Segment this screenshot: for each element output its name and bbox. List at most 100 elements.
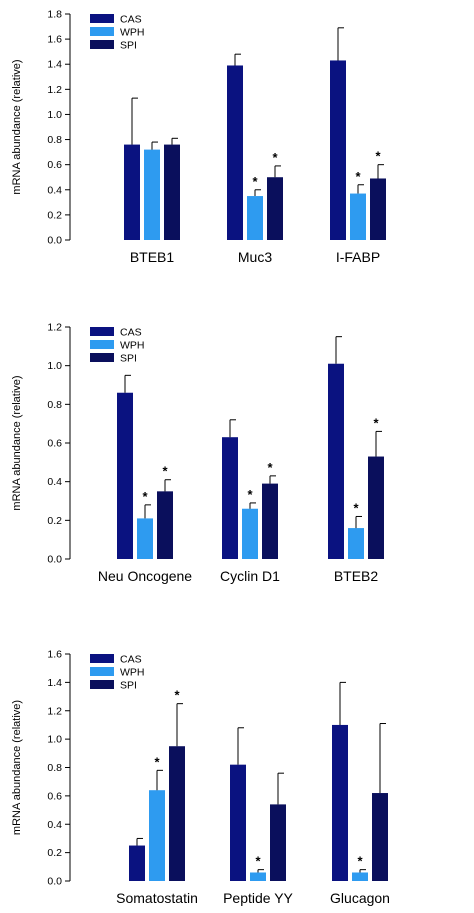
y-tick-label: 0.0 xyxy=(47,235,62,247)
y-axis-label: mRNA abundance (relative) xyxy=(11,375,23,510)
y-tick-label: 1.6 xyxy=(47,649,62,661)
bar-spi xyxy=(368,456,384,559)
y-tick-label: 0.8 xyxy=(47,134,62,146)
y-tick-label: 0.4 xyxy=(47,476,62,488)
bar-spi xyxy=(164,144,180,240)
bar-cas xyxy=(227,65,243,240)
significance-star: * xyxy=(154,754,160,769)
y-tick-label: 0.2 xyxy=(47,515,62,527)
bar-spi xyxy=(372,793,388,881)
legend-swatch-cas xyxy=(90,14,114,23)
legend-label: CAS xyxy=(120,14,142,26)
x-category-label: Neu Oncogene xyxy=(98,568,192,584)
y-tick-label: 0.2 xyxy=(47,847,62,859)
bar-cas xyxy=(230,764,246,881)
legend-label: SPI xyxy=(120,353,137,365)
bar-spi xyxy=(157,491,173,559)
bar-cas xyxy=(332,724,348,881)
bar-wph xyxy=(242,508,258,559)
x-category-label: I-FABP xyxy=(336,249,380,265)
legend-label: SPI xyxy=(120,40,137,52)
significance-star: * xyxy=(353,500,359,515)
bar-wph xyxy=(247,196,263,240)
y-tick-label: 0.8 xyxy=(47,399,62,411)
y-tick-label: 0.6 xyxy=(47,790,62,802)
y-tick-label: 0.0 xyxy=(47,876,62,888)
y-tick-label: 0.6 xyxy=(47,438,62,450)
bar-cas xyxy=(222,437,238,559)
significance-star: * xyxy=(255,854,261,869)
bar-wph xyxy=(137,518,153,559)
y-tick-label: 0.2 xyxy=(47,209,62,221)
bar-cas xyxy=(330,60,346,241)
legend-label: CAS xyxy=(120,327,142,339)
y-tick-label: 0.6 xyxy=(47,159,62,171)
significance-star: * xyxy=(267,460,273,475)
x-category-label: Cyclin D1 xyxy=(220,568,280,584)
y-tick-label: 1.2 xyxy=(47,705,62,717)
bar-wph xyxy=(144,149,160,240)
y-tick-label: 1.4 xyxy=(47,677,62,689)
y-tick-label: 1.2 xyxy=(47,84,62,96)
y-axis-label: mRNA abundance (relative) xyxy=(11,700,23,835)
bar-spi xyxy=(169,746,185,881)
legend-swatch-wph xyxy=(90,340,114,349)
y-tick-label: 1.6 xyxy=(47,34,62,46)
legend-swatch-wph xyxy=(90,667,114,676)
bar-wph xyxy=(350,193,366,240)
bar-spi xyxy=(267,177,283,240)
chart-panel-1: 0.0 0.2 0.4 0.6 0.8 1.0 1.2 1.4 1.6 1.8 mRNA abund… xyxy=(11,9,386,265)
significance-star: * xyxy=(357,854,363,869)
x-category-label: Muc3 xyxy=(238,249,272,265)
legend-label: WPH xyxy=(120,340,145,352)
bar-spi xyxy=(262,483,278,559)
significance-star: * xyxy=(355,169,361,184)
y-tick-label: 1.2 xyxy=(47,322,62,334)
bar-cas xyxy=(117,392,133,559)
x-category-label: BTEB2 xyxy=(334,568,379,584)
significance-star: * xyxy=(272,150,278,165)
legend-swatch-spi xyxy=(90,680,114,689)
significance-star: * xyxy=(247,487,253,502)
legend-swatch-wph xyxy=(90,27,114,36)
bar-spi xyxy=(370,178,386,240)
legend-swatch-cas xyxy=(90,654,114,663)
significance-star: * xyxy=(174,688,180,703)
legend-label: CAS xyxy=(120,654,142,666)
y-tick-label: 1.0 xyxy=(47,734,62,746)
legend-swatch-cas xyxy=(90,327,114,336)
bar-cas xyxy=(124,144,140,240)
bar-cas xyxy=(129,845,145,881)
legend-label: SPI xyxy=(120,680,137,692)
y-tick-label: 1.4 xyxy=(47,59,62,71)
legend-label: WPH xyxy=(120,667,145,679)
y-tick-label: 0.4 xyxy=(47,184,62,196)
bar-wph xyxy=(250,872,266,881)
chart-panel-2: 0.0 0.2 0.4 0.6 0.8 1.0 1.2 mRNA abundance (rel… xyxy=(11,322,384,584)
bar-wph xyxy=(352,872,368,881)
legend-label: WPH xyxy=(120,27,145,39)
y-axis-label: mRNA abundance (relative) xyxy=(11,59,23,194)
chart-panel-3: 0.0 0.2 0.4 0.6 0.8 1.0 1.2 1.4 1.6 mRNA abundanc… xyxy=(11,649,390,907)
significance-star: * xyxy=(162,464,168,479)
y-tick-label: 1.0 xyxy=(47,360,62,372)
y-tick-label: 1.8 xyxy=(47,9,62,21)
legend-swatch-spi xyxy=(90,353,114,362)
significance-star: * xyxy=(142,489,148,504)
legend-swatch-spi xyxy=(90,40,114,49)
x-category-label: Glucagon xyxy=(330,890,390,906)
y-tick-label: 0.8 xyxy=(47,762,62,774)
significance-star: * xyxy=(375,149,381,164)
y-tick-label: 0.4 xyxy=(47,819,62,831)
y-tick-label: 1.0 xyxy=(47,109,62,121)
bar-wph xyxy=(348,528,364,559)
significance-star: * xyxy=(373,415,379,430)
x-category-label: BTEB1 xyxy=(130,249,175,265)
x-category-label: Somatostatin xyxy=(116,890,198,906)
x-category-label: Peptide YY xyxy=(223,890,293,906)
bar-cas xyxy=(328,363,344,559)
bar-wph xyxy=(149,790,165,881)
y-tick-label: 0.0 xyxy=(47,554,62,566)
bar-spi xyxy=(270,804,286,881)
